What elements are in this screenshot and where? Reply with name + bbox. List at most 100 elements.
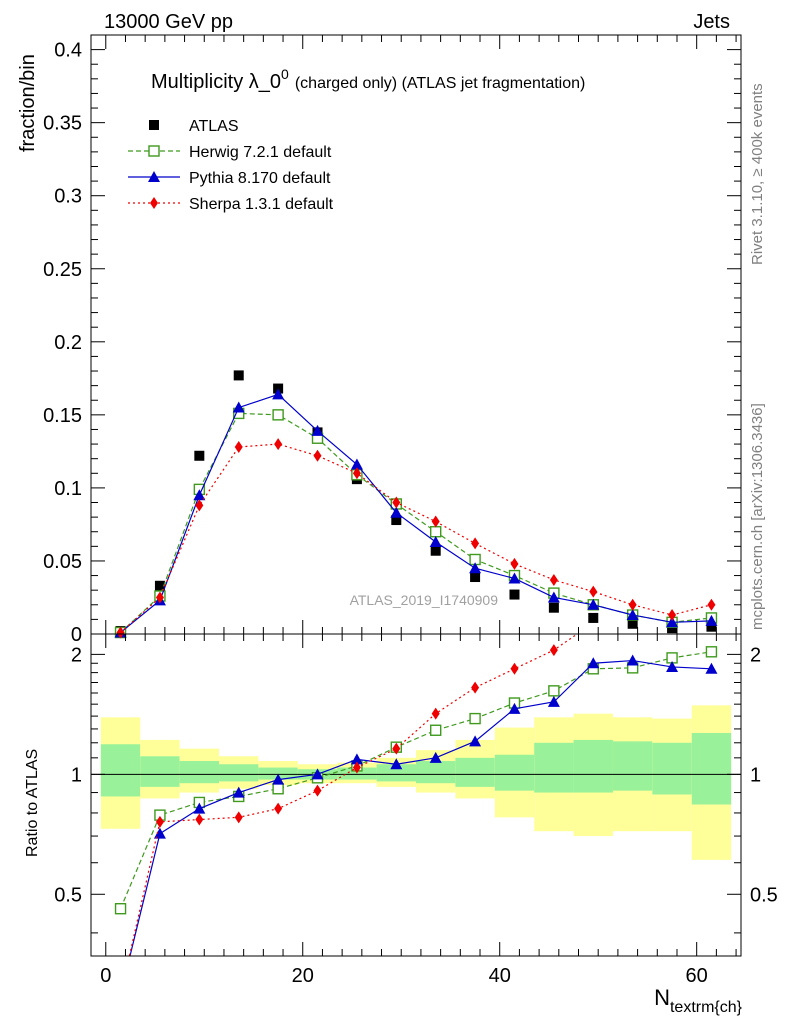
- herwig-ratio-point: [469, 712, 481, 725]
- sherpa-point: [392, 496, 401, 509]
- legend-marker-herwig: [148, 145, 160, 157]
- band-inner: [455, 757, 495, 787]
- pythia-ratio-point: [153, 827, 166, 839]
- side-label-top: Rivet 3.1.10, ≥ 400k events: [749, 83, 766, 265]
- band-inner: [100, 744, 141, 797]
- pythia-ratio-point: [626, 654, 639, 666]
- main-panel: 0 0.05 0.1 0.15 0.2 0.25 0.3 0.35 0.4 Multiplici…: [17, 34, 742, 646]
- x-tick-label: 40: [489, 965, 511, 987]
- sherpa-ratio-point: [195, 813, 204, 826]
- pythia-point: [429, 535, 442, 547]
- band-inner: [376, 764, 416, 782]
- header-left: 13000 GeV pp: [104, 11, 233, 33]
- sherpa-point: [195, 499, 204, 512]
- pythia-ratio-point: [429, 751, 442, 763]
- x-tick-label: 60: [686, 965, 708, 987]
- herwig-ratio-point: [114, 903, 127, 915]
- legend-label-sherpa: Sherpa 1.3.1 default: [189, 196, 334, 213]
- pythia-ratio-point: [547, 695, 560, 707]
- ratio-series: [114, 634, 718, 956]
- pythia-point: [311, 424, 324, 436]
- x-tick-label: 0: [100, 965, 111, 987]
- sherpa-ratio-point: [155, 815, 164, 828]
- pythia-point: [390, 506, 403, 518]
- pythia-ratio-point: [232, 786, 245, 798]
- main-y-tick-label: 0.25: [43, 259, 82, 281]
- pythia-point: [666, 616, 679, 628]
- herwig-ratio-point: [429, 724, 442, 736]
- main-title: Multiplicity λ_00(charged only) (ATLAS j…: [151, 66, 585, 93]
- sherpa-point: [589, 585, 598, 598]
- pythia-point: [469, 562, 482, 574]
- herwig-point: [272, 409, 284, 421]
- sherpa-point: [274, 438, 283, 451]
- sherpa-ratio-point: [549, 644, 558, 657]
- main-y-tick-label: 0.35: [43, 113, 82, 135]
- main-y-tick-label: 0.3: [54, 186, 82, 208]
- band-inner: [179, 761, 220, 784]
- herwig-ratio-point: [705, 646, 718, 658]
- ratio-frame: [90, 633, 742, 957]
- sherpa-point: [668, 609, 677, 622]
- sherpa-ratio-point: [431, 707, 440, 720]
- sherpa-point: [431, 515, 440, 528]
- main-y-tick-label: 0.05: [43, 551, 82, 573]
- main-y-tick-label: 0.4: [54, 40, 82, 62]
- legend-label-herwig: Herwig 7.2.1 default: [189, 144, 332, 161]
- pythia-ratio-point: [272, 773, 285, 785]
- pythia-ratio-point: [311, 768, 324, 780]
- pythia-point: [587, 598, 600, 610]
- atlas-point: [154, 580, 165, 591]
- sherpa-point: [471, 537, 480, 550]
- sherpa-point: [549, 573, 558, 586]
- main-series: [114, 370, 718, 639]
- sherpa-point: [155, 591, 164, 604]
- sherpa-point: [313, 449, 322, 462]
- legend: ATLAS Herwig 7.2.1 default Pythia 8.170 de…: [128, 118, 334, 213]
- pythia-point: [272, 388, 285, 400]
- ratio-axis-ticks: 0.5 0.51 12 20 20 40 60: [54, 634, 778, 987]
- ratio-y-tick-label: 0.5: [54, 884, 82, 906]
- pythia-point: [547, 591, 560, 603]
- sherpa-ratio-line: [128, 634, 579, 956]
- ratio-y-tick-label-right: 1: [750, 764, 761, 786]
- sherpa-ratio-point: [510, 662, 519, 675]
- sherpa-ratio-point: [392, 742, 401, 755]
- atlas-point: [627, 618, 638, 629]
- sherpa-point: [352, 467, 361, 480]
- x-tick-label: 20: [292, 965, 314, 987]
- sherpa-point: [510, 557, 519, 570]
- ratio-panel: 0.5 0.51 12 20 20 40 60 Ratio to ATLAS Ntextrm…: [24, 633, 778, 1016]
- sherpa-point: [628, 598, 637, 611]
- band-inner: [534, 742, 574, 793]
- pythia-ratio-line: [129, 659, 712, 956]
- pythia-point: [193, 489, 206, 501]
- sherpa-ratio-point: [471, 681, 480, 694]
- herwig-ratio-point: [272, 783, 284, 795]
- atlas-point: [588, 612, 599, 623]
- pythia-point: [350, 458, 363, 470]
- pythia-point: [705, 614, 718, 626]
- atlas-point: [233, 370, 244, 381]
- ratio-y-tick-label-right: 0.5: [750, 884, 778, 906]
- sherpa-point: [116, 626, 125, 639]
- watermark: ATLAS_2019_I1740909: [350, 592, 499, 608]
- pythia-ratio-point: [587, 657, 600, 669]
- atlas-point: [667, 623, 678, 634]
- pythia-point: [626, 609, 639, 621]
- sherpa-ratio-point: [313, 784, 322, 797]
- pythia-point: [508, 572, 521, 584]
- pythia-ratio-point: [705, 662, 718, 674]
- pythia-ratio-point: [666, 660, 679, 672]
- sherpa-point: [234, 440, 243, 453]
- ratio-y-tick-label: 1: [71, 764, 82, 786]
- herwig-point: [429, 526, 442, 538]
- pythia-ratio-point: [508, 702, 521, 714]
- x-axis-label: Ntextrm{ch}: [654, 985, 743, 1016]
- atlas-point: [509, 589, 520, 600]
- main-y-tick-label: 0.2: [54, 332, 82, 354]
- header-right: Jets: [693, 11, 730, 33]
- main-y-tick-label: 0.1: [54, 478, 82, 500]
